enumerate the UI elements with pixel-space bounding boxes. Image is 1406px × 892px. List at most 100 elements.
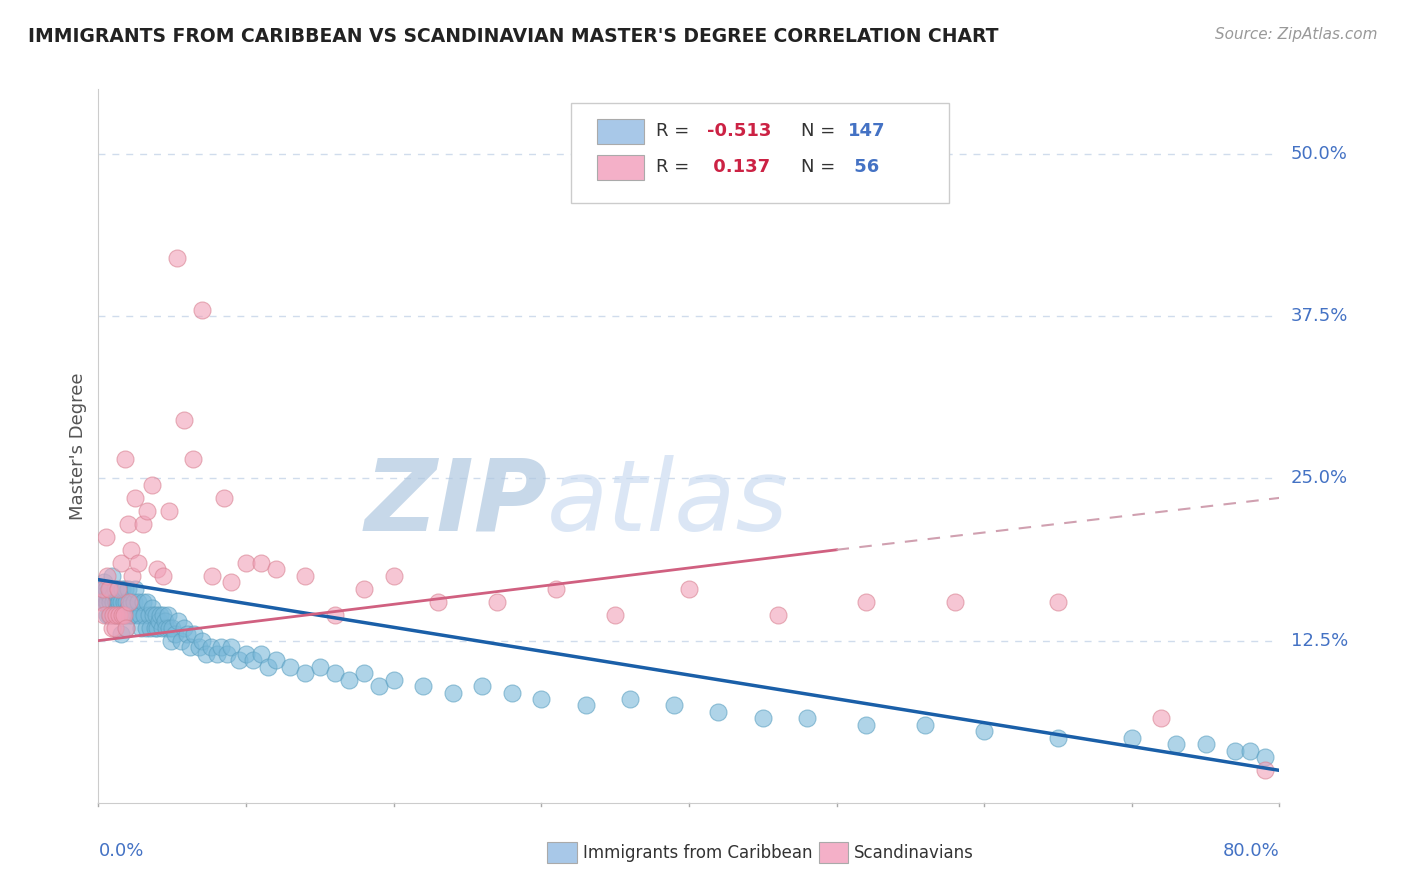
Point <box>1195 738 1218 752</box>
Point <box>156 607 179 622</box>
Point <box>141 478 163 492</box>
Point <box>103 595 125 609</box>
Point <box>187 640 209 654</box>
Point <box>117 601 139 615</box>
Point <box>97 588 120 602</box>
Point <box>142 607 165 622</box>
Point <box>501 685 523 699</box>
Point <box>145 607 167 622</box>
Point <box>796 711 818 725</box>
Point <box>112 607 135 622</box>
Point <box>148 614 170 628</box>
Point <box>166 251 188 265</box>
Point <box>132 516 155 531</box>
Point <box>118 595 141 609</box>
Point <box>157 621 180 635</box>
Point <box>96 595 118 609</box>
Point <box>97 582 120 596</box>
Point <box>115 595 138 609</box>
Point <box>257 659 280 673</box>
Text: atlas: atlas <box>547 455 789 551</box>
Point <box>112 607 135 622</box>
Point <box>544 582 567 596</box>
Point <box>678 582 700 596</box>
Point <box>441 685 464 699</box>
Point <box>94 595 117 609</box>
Point <box>121 568 143 582</box>
Point <box>855 595 877 609</box>
Point <box>486 595 509 609</box>
Text: IMMIGRANTS FROM CARIBBEAN VS SCANDINAVIAN MASTER'S DEGREE CORRELATION CHART: IMMIGRANTS FROM CARIBBEAN VS SCANDINAVIA… <box>28 27 998 45</box>
Point <box>973 724 995 739</box>
Point <box>215 647 238 661</box>
Point <box>242 653 264 667</box>
Point <box>110 556 132 570</box>
Point <box>235 647 257 661</box>
Text: 0.0%: 0.0% <box>98 842 143 860</box>
Text: R =: R = <box>655 122 689 140</box>
Point <box>149 607 172 622</box>
Point <box>323 607 346 622</box>
FancyBboxPatch shape <box>547 842 576 863</box>
Point <box>337 673 360 687</box>
Text: 147: 147 <box>848 122 886 140</box>
Point <box>201 568 224 582</box>
Text: 50.0%: 50.0% <box>1291 145 1347 163</box>
Point <box>120 542 142 557</box>
Point <box>914 718 936 732</box>
Text: ZIP: ZIP <box>364 455 547 551</box>
Point <box>98 595 121 609</box>
Point <box>943 595 966 609</box>
Point <box>94 530 117 544</box>
Point <box>1254 764 1277 778</box>
Point <box>173 413 195 427</box>
Point <box>139 621 162 635</box>
Point <box>353 582 375 596</box>
Point <box>323 666 346 681</box>
Point <box>105 595 128 609</box>
Text: 80.0%: 80.0% <box>1223 842 1279 860</box>
Point <box>278 659 302 673</box>
Point <box>124 582 146 596</box>
Point <box>91 595 114 609</box>
Point <box>179 640 201 654</box>
Point <box>200 640 222 654</box>
Point <box>427 595 450 609</box>
Point <box>471 679 494 693</box>
Point <box>219 575 242 590</box>
Point <box>138 607 160 622</box>
FancyBboxPatch shape <box>596 155 644 180</box>
Point <box>1150 711 1173 725</box>
Point <box>1046 731 1069 745</box>
Point <box>90 595 112 609</box>
Point <box>127 595 149 609</box>
Text: 37.5%: 37.5% <box>1291 307 1348 326</box>
Point <box>1121 731 1143 745</box>
Point <box>120 595 142 609</box>
Point <box>98 582 121 596</box>
Point <box>110 627 132 641</box>
Point <box>1164 738 1187 752</box>
Point <box>141 601 163 615</box>
Point <box>118 607 141 622</box>
Point <box>264 653 287 667</box>
Point <box>152 568 174 582</box>
Text: Immigrants from Caribbean: Immigrants from Caribbean <box>582 844 813 862</box>
Point <box>105 607 128 622</box>
Point <box>111 582 134 596</box>
Point <box>751 711 773 725</box>
Point <box>107 582 129 596</box>
Text: -0.513: -0.513 <box>707 122 770 140</box>
Point <box>605 607 627 622</box>
Point <box>111 607 134 622</box>
Point <box>766 607 789 622</box>
Point <box>250 647 273 661</box>
Point <box>353 666 375 681</box>
Point <box>855 718 877 732</box>
Point <box>264 562 287 576</box>
Point <box>97 607 120 622</box>
Point <box>150 621 173 635</box>
Point <box>136 504 159 518</box>
Text: 12.5%: 12.5% <box>1291 632 1348 649</box>
Text: Source: ZipAtlas.com: Source: ZipAtlas.com <box>1215 27 1378 42</box>
